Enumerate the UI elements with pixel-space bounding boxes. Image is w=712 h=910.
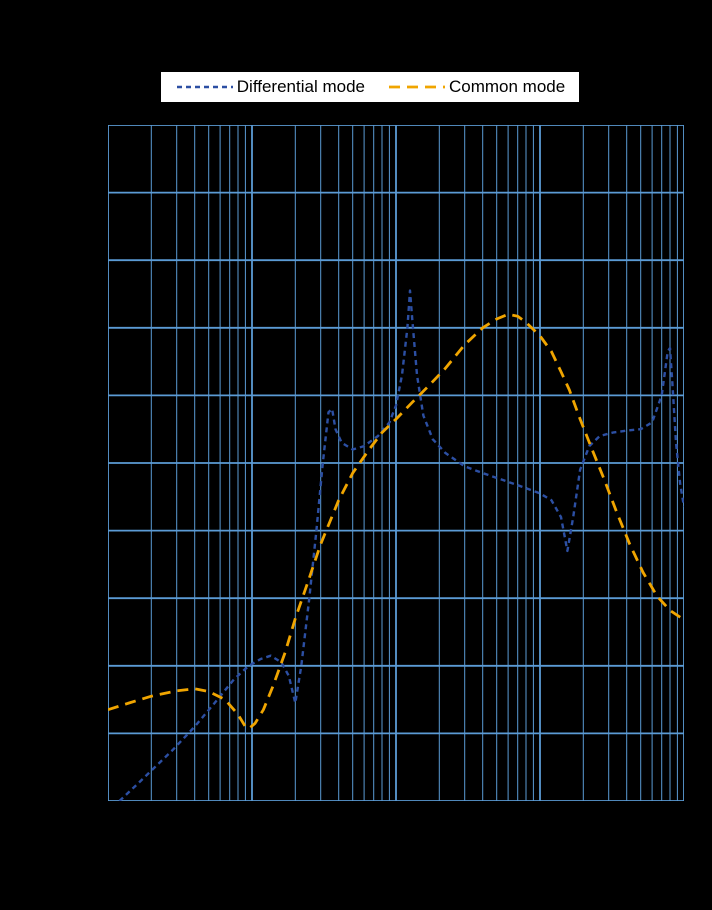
differential-mode-dash-icon <box>176 85 233 89</box>
legend-label-differential-mode: Differential mode <box>236 77 365 96</box>
legend: Differential mode Common mode <box>160 72 580 102</box>
plot-area <box>108 125 684 801</box>
legend-item-differential-mode: Differential mode <box>175 77 365 97</box>
common-mode-dash-icon <box>388 85 445 89</box>
legend-label-common-mode: Common mode <box>448 77 566 96</box>
legend-wrap: Differential mode Common mode <box>0 72 712 102</box>
legend-item-common-mode: Common mode <box>387 77 565 97</box>
